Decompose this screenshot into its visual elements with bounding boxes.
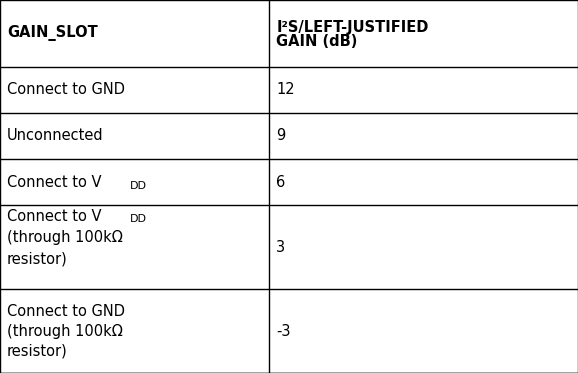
Text: 3: 3 xyxy=(276,240,286,255)
Text: resistor): resistor) xyxy=(7,251,68,266)
Text: Unconnected: Unconnected xyxy=(7,128,103,144)
Text: -3: -3 xyxy=(276,324,291,339)
Text: GAIN (dB): GAIN (dB) xyxy=(276,34,358,49)
Text: Connect to GND: Connect to GND xyxy=(7,82,125,97)
Text: 6: 6 xyxy=(276,175,286,190)
Text: GAIN_SLOT: GAIN_SLOT xyxy=(7,25,98,41)
Text: DD: DD xyxy=(129,181,147,191)
Text: Connect to V: Connect to V xyxy=(7,175,101,190)
Text: (through 100kΩ: (through 100kΩ xyxy=(7,230,123,245)
Text: I²S/LEFT-JUSTIFIED: I²S/LEFT-JUSTIFIED xyxy=(276,20,429,35)
Text: DD: DD xyxy=(129,214,147,224)
Text: 9: 9 xyxy=(276,128,286,144)
Text: 12: 12 xyxy=(276,82,295,97)
Text: Connect to V: Connect to V xyxy=(7,209,101,224)
Text: Connect to GND
(through 100kΩ
resistor): Connect to GND (through 100kΩ resistor) xyxy=(7,304,125,358)
